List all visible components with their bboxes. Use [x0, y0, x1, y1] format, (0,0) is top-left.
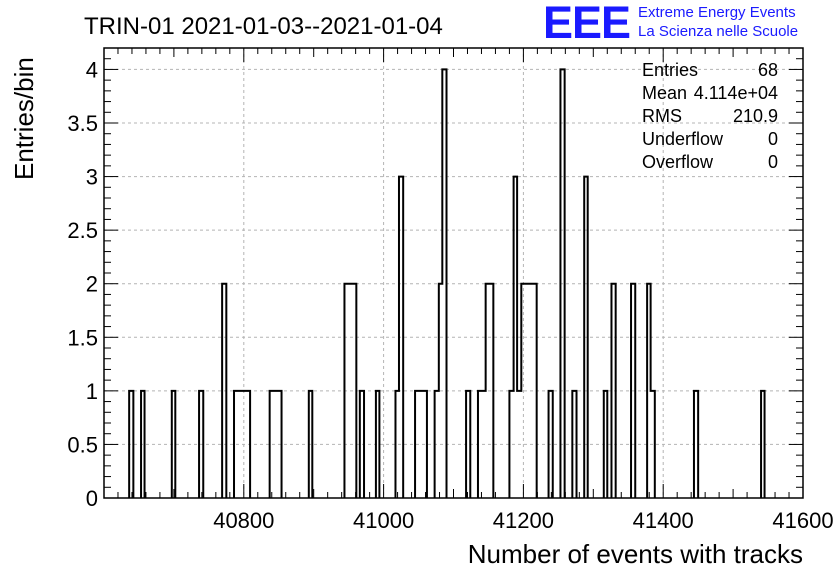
- stats-label: RMS: [642, 106, 682, 126]
- x-tick-label: 41200: [493, 508, 554, 533]
- y-axis-label: Entries/bin: [9, 57, 39, 180]
- stats-box: Entries 68 Mean 4.114e+04 RMS 210.9 Underflow 0…: [642, 60, 778, 172]
- y-tick-label: 0.5: [67, 432, 98, 457]
- logo-line-2: La Scienza nelle Scuole: [638, 23, 799, 40]
- y-tick-label: 2.5: [67, 218, 98, 243]
- stats-value: 210.9: [733, 106, 778, 126]
- eee-logo: EEE: [543, 0, 631, 48]
- stats-value: 68: [758, 60, 778, 80]
- chart-title: TRIN-01 2021-01-03--2021-01-04: [84, 13, 443, 40]
- stats-value: 4.114e+04: [694, 83, 778, 103]
- y-tick-label: 1.5: [67, 325, 98, 350]
- y-tick-label: 0: [86, 486, 98, 511]
- stats-label: Overflow: [642, 152, 714, 172]
- x-tick-label: 41600: [772, 508, 833, 533]
- y-tick-label: 4: [86, 57, 98, 82]
- y-tick-labels: 0 0.5 1 1.5 2 2.5 3 3.5 4: [67, 57, 98, 511]
- x-tick-label: 41400: [633, 508, 694, 533]
- grid-lines: [104, 48, 804, 498]
- x-axis-label: Number of events with tracks: [468, 539, 803, 569]
- y-tick-label: 2: [86, 272, 98, 297]
- stats-label: Underflow: [642, 129, 724, 149]
- y-tick-label: 3: [86, 165, 98, 190]
- plot-frame: [103, 47, 804, 499]
- y-tick-label: 1: [86, 379, 98, 404]
- stats-value: 0: [768, 129, 778, 149]
- x-tick-labels: 40800 41000 41200 41400 41600: [213, 508, 833, 533]
- y-tick-label: 3.5: [67, 111, 98, 136]
- x-tick-label: 40800: [213, 508, 274, 533]
- x-tick-label: 41000: [353, 508, 414, 533]
- stats-label: Entries: [642, 60, 698, 80]
- logo-line-1: Extreme Energy Events: [638, 4, 796, 21]
- stats-value: 0: [768, 152, 778, 172]
- stats-label: Mean: [642, 83, 687, 103]
- histogram-outline: [128, 68, 766, 498]
